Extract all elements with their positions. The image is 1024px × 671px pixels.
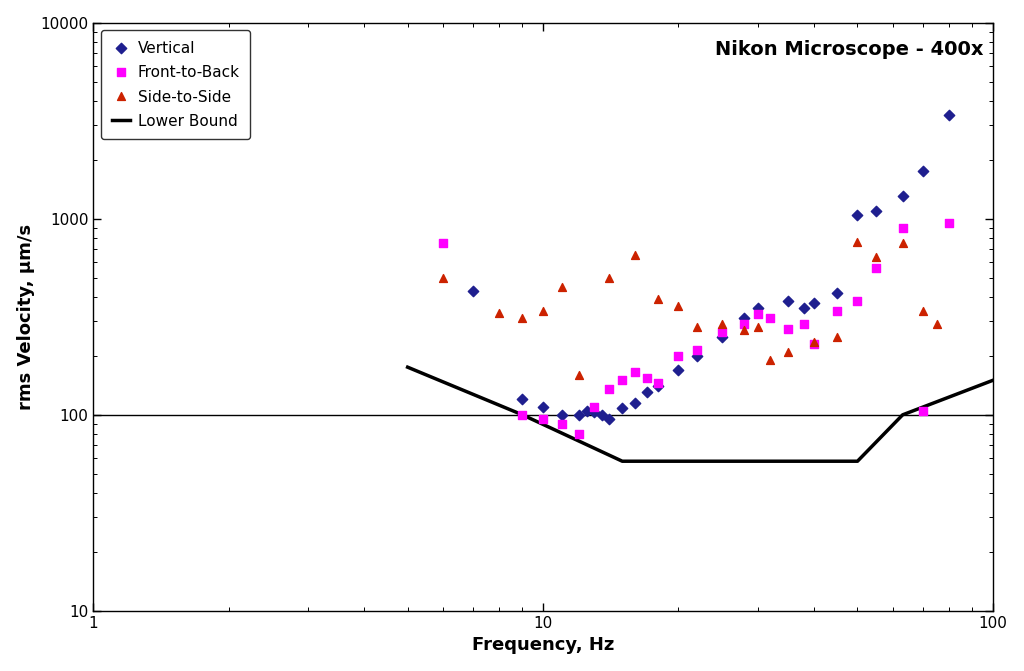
Front-to-Back — [868, 263, 885, 274]
Side-to-Side — [736, 325, 753, 336]
Vertical — [796, 303, 812, 313]
Side-to-Side — [649, 294, 666, 305]
Side-to-Side — [535, 305, 551, 316]
Front-to-Back — [736, 319, 753, 329]
Side-to-Side — [779, 346, 796, 357]
Side-to-Side — [514, 313, 530, 324]
Side-to-Side — [828, 331, 845, 342]
Front-to-Back — [639, 372, 655, 383]
Vertical — [689, 350, 706, 361]
Front-to-Back — [779, 323, 796, 334]
Side-to-Side — [435, 272, 452, 283]
Front-to-Back — [601, 384, 617, 395]
Vertical — [627, 397, 643, 408]
Lower Bound — [401, 363, 414, 371]
Vertical — [514, 394, 530, 405]
Vertical — [828, 287, 845, 298]
Front-to-Back — [849, 296, 865, 307]
Side-to-Side — [929, 319, 945, 329]
Vertical — [750, 303, 766, 313]
Front-to-Back — [941, 218, 957, 229]
Side-to-Side — [849, 237, 865, 248]
Front-to-Back — [750, 309, 766, 320]
Y-axis label: rms Velocity, μm/s: rms Velocity, μm/s — [16, 223, 35, 410]
Front-to-Back — [806, 339, 822, 350]
Side-to-Side — [915, 305, 932, 316]
Vertical — [868, 205, 885, 216]
Vertical — [941, 109, 957, 120]
Front-to-Back — [894, 222, 910, 233]
Vertical — [671, 364, 687, 375]
Vertical — [535, 401, 551, 412]
Vertical — [554, 409, 570, 420]
Front-to-Back — [828, 305, 845, 316]
X-axis label: Frequency, Hz: Frequency, Hz — [472, 636, 614, 654]
Text: Nikon Microscope - 400x: Nikon Microscope - 400x — [716, 40, 984, 59]
Side-to-Side — [554, 281, 570, 292]
Front-to-Back — [614, 375, 631, 386]
Lower Bound — [616, 457, 629, 465]
Front-to-Back — [570, 429, 587, 440]
Vertical — [639, 387, 655, 398]
Front-to-Back — [535, 414, 551, 425]
Front-to-Back — [671, 350, 687, 361]
Front-to-Back — [649, 378, 666, 389]
Vertical — [465, 285, 481, 296]
Vertical — [849, 209, 865, 220]
Front-to-Back — [915, 405, 932, 416]
Front-to-Back — [586, 401, 602, 412]
Side-to-Side — [627, 250, 643, 261]
Vertical — [579, 405, 595, 416]
Lower Bound — [851, 457, 863, 465]
Vertical — [586, 407, 602, 417]
Side-to-Side — [671, 301, 687, 311]
Vertical — [714, 331, 730, 342]
Vertical — [614, 403, 631, 413]
Front-to-Back — [796, 319, 812, 329]
Side-to-Side — [601, 272, 617, 283]
Line: Lower Bound: Lower Bound — [408, 367, 993, 461]
Lower Bound — [516, 411, 528, 419]
Front-to-Back — [762, 313, 778, 324]
Side-to-Side — [868, 252, 885, 262]
Front-to-Back — [554, 419, 570, 429]
Front-to-Back — [689, 344, 706, 355]
Side-to-Side — [570, 370, 587, 380]
Vertical — [649, 381, 666, 392]
Lower Bound — [987, 376, 999, 384]
Side-to-Side — [762, 355, 778, 366]
Lower Bound — [896, 411, 908, 419]
Side-to-Side — [894, 238, 910, 249]
Front-to-Back — [714, 327, 730, 338]
Front-to-Back — [435, 238, 452, 249]
Vertical — [601, 414, 617, 425]
Vertical — [915, 166, 932, 176]
Side-to-Side — [806, 337, 822, 348]
Vertical — [894, 191, 910, 202]
Side-to-Side — [750, 322, 766, 333]
Side-to-Side — [492, 308, 508, 319]
Vertical — [736, 313, 753, 324]
Side-to-Side — [714, 319, 730, 329]
Vertical — [594, 409, 610, 420]
Front-to-Back — [514, 409, 530, 420]
Side-to-Side — [689, 322, 706, 333]
Legend: Vertical, Front-to-Back, Side-to-Side, Lower Bound: Vertical, Front-to-Back, Side-to-Side, L… — [100, 30, 250, 140]
Vertical — [570, 409, 587, 420]
Vertical — [806, 298, 822, 309]
Front-to-Back — [627, 367, 643, 378]
Vertical — [779, 296, 796, 307]
